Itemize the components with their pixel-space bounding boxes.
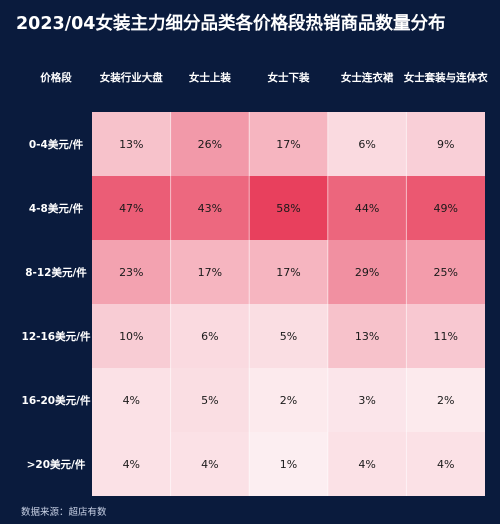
chart-title: 2023/04女装主力细分品类各价格段热销商品数量分布 <box>16 14 446 34</box>
cell-value-label: 5% <box>280 330 297 343</box>
cell-value-label: 4% <box>201 458 218 471</box>
column-header: 女士套装与连体衣 <box>404 71 488 84</box>
cell-value-label: 4% <box>437 458 454 471</box>
heatmap-cell <box>249 240 328 304</box>
cell-value-label: 13% <box>119 138 143 151</box>
cell-value-label: 17% <box>198 266 222 279</box>
heatmap-cell <box>327 176 407 240</box>
heatmap-cell <box>170 432 250 496</box>
data-source-note: 数据来源：超店有数 <box>21 507 107 518</box>
heatmap-cell <box>170 112 250 176</box>
heatmap-cell <box>327 368 407 432</box>
cell-value-label: 11% <box>433 330 457 343</box>
heatmap-cell <box>406 368 485 432</box>
heatmap-cell <box>92 176 171 240</box>
cell-value-label: 47% <box>119 202 143 215</box>
heatmap-cell <box>170 240 250 304</box>
cell-value-label: 13% <box>355 330 379 343</box>
cell-value-label: 9% <box>437 138 454 151</box>
heatmap-cell <box>327 432 407 496</box>
cell-value-label: 6% <box>358 138 375 151</box>
heatmap-cell <box>249 112 328 176</box>
heatmap-cell <box>249 304 328 368</box>
heatmap-cell <box>327 112 407 176</box>
heatmap-cell <box>406 304 485 368</box>
column-header: 女士连衣裙 <box>341 71 394 84</box>
heatmap-cell <box>406 240 485 304</box>
heatmap-cell <box>92 240 171 304</box>
row-label: 4-8美元/件 <box>29 202 84 215</box>
heatmap-cell <box>249 368 328 432</box>
cell-value-label: 6% <box>201 330 218 343</box>
row-label: 0-4美元/件 <box>29 138 84 151</box>
row-label: 8-12美元/件 <box>25 266 87 279</box>
cell-value-label: 2% <box>280 394 297 407</box>
cell-value-label: 25% <box>433 266 457 279</box>
heatmap-cell <box>170 368 250 432</box>
cell-value-label: 1% <box>280 458 297 471</box>
cell-value-label: 10% <box>119 330 143 343</box>
cell-value-label: 26% <box>198 138 222 151</box>
cell-value-label: 17% <box>276 266 300 279</box>
row-label-column-bg <box>20 42 92 496</box>
cell-value-label: 49% <box>433 202 457 215</box>
row-label: 12-16美元/件 <box>22 330 91 343</box>
heatmap-cell <box>92 368 171 432</box>
cell-value-label: 29% <box>355 266 379 279</box>
cell-value-label: 4% <box>123 458 140 471</box>
row-label: >20美元/件 <box>27 458 86 471</box>
cell-value-label: 43% <box>198 202 222 215</box>
row-label: 16-20美元/件 <box>22 394 91 407</box>
heatmap-cell <box>92 432 171 496</box>
cell-value-label: 23% <box>119 266 143 279</box>
heatmap-cell <box>170 304 250 368</box>
cell-value-label: 3% <box>358 394 375 407</box>
cell-value-label: 58% <box>276 202 300 215</box>
table-header-bg <box>20 42 485 112</box>
cell-value-label: 4% <box>358 458 375 471</box>
heatmap-cell <box>92 304 171 368</box>
column-header: 女装行业大盘 <box>100 71 163 84</box>
corner-label: 价格段 <box>40 71 72 84</box>
heatmap-cell <box>406 432 485 496</box>
heatmap-cell <box>170 176 250 240</box>
heatmap-cell <box>249 176 328 240</box>
cell-value-label: 5% <box>201 394 218 407</box>
heatmap-cell <box>327 304 407 368</box>
heatmap-cell <box>327 240 407 304</box>
cell-value-label: 2% <box>437 394 454 407</box>
column-header: 女士上装 <box>189 71 231 84</box>
heatmap-cell <box>406 176 485 240</box>
cell-value-label: 4% <box>123 394 140 407</box>
heatmap-cell <box>249 432 328 496</box>
cell-value-label: 44% <box>355 202 379 215</box>
heatmap-cell <box>92 112 171 176</box>
column-header: 女士下装 <box>268 71 310 84</box>
cell-value-label: 17% <box>276 138 300 151</box>
heatmap-cell <box>406 112 485 176</box>
